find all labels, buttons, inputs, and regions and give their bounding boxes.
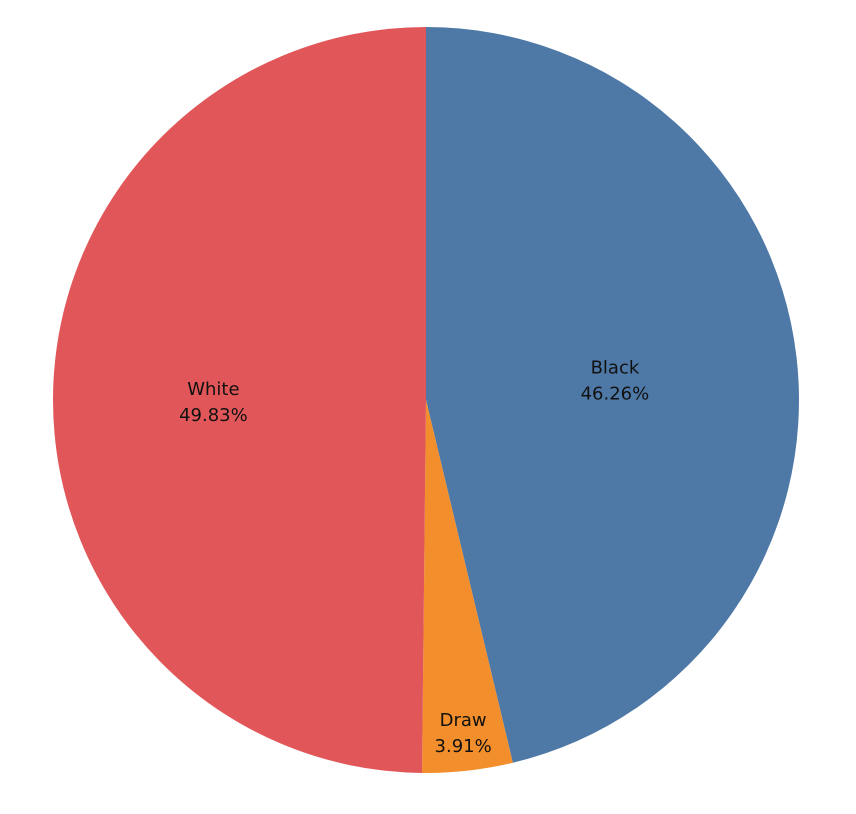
pie-slices [52, 27, 800, 773]
slice-name-draw: Draw [440, 710, 487, 731]
slice-value-draw: 3.91% [435, 736, 492, 757]
slice-name-black: Black [591, 358, 640, 379]
slice-value-white: 49.83% [179, 405, 248, 426]
slice-name-white: White [187, 379, 239, 400]
pie-slice-white [52, 27, 426, 773]
pie-slice-draw [422, 400, 513, 773]
pie-slice-black [426, 27, 800, 763]
slice-value-black: 46.26% [581, 384, 650, 405]
pie-labels: Black 46.26% Draw 3.91% White 49.83% [179, 358, 649, 757]
